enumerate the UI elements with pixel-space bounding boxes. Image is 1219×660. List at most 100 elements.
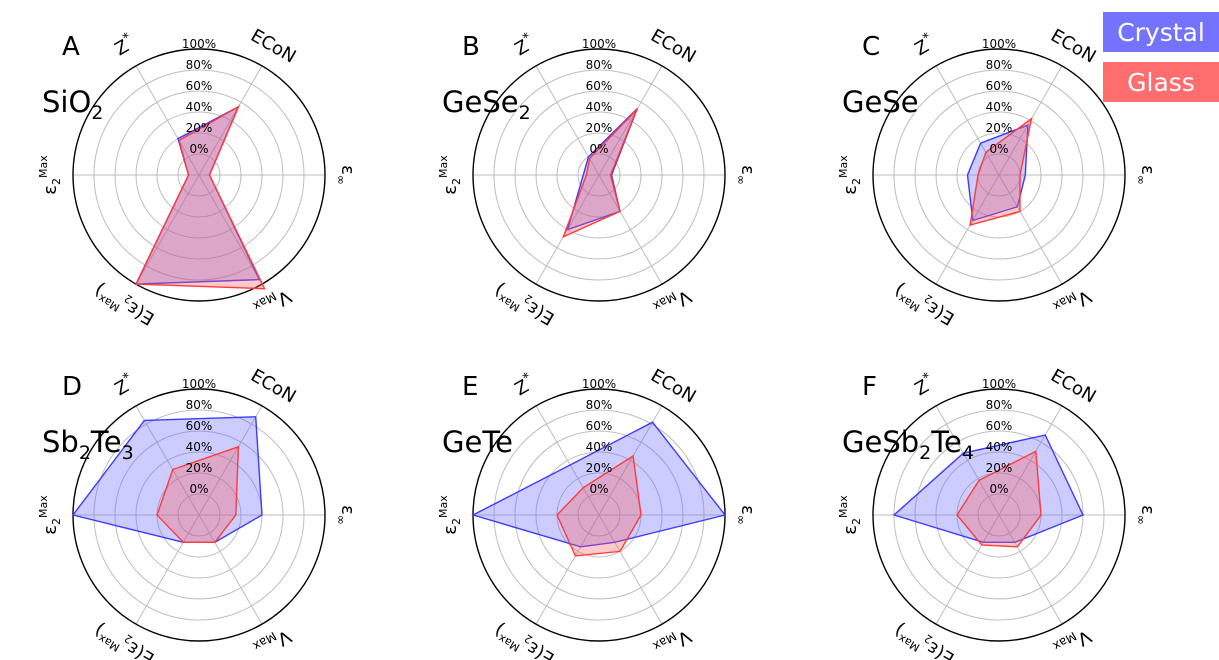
material-label-part: GeSb bbox=[842, 425, 919, 459]
radial-tick-label: 40% bbox=[586, 100, 613, 114]
radial-tick-label: 80% bbox=[986, 58, 1013, 72]
axis-label-eps2-sub: 2 bbox=[50, 518, 63, 525]
axis-label-eps-sub: ∞ bbox=[335, 515, 349, 525]
axis-label-0: ECoN bbox=[647, 25, 699, 67]
axis-label-5: Z* bbox=[110, 369, 139, 400]
radial-tick-label: 0% bbox=[189, 482, 208, 496]
material-label-part: GeSe bbox=[442, 85, 519, 119]
grid-spoke bbox=[998, 405, 1063, 516]
axis-label-4: ε2Max bbox=[837, 155, 863, 195]
grid-spoke bbox=[598, 514, 663, 625]
axis-label-3: E(ε2Max) bbox=[890, 277, 959, 332]
axis-label-eps-base: ε bbox=[337, 505, 358, 515]
axis-label-3: E(ε2Max) bbox=[890, 617, 959, 660]
axis-label-econ-text: ECoN bbox=[247, 25, 299, 67]
material-label: Sb2Te3 bbox=[42, 425, 134, 464]
panel-letter: A bbox=[62, 32, 80, 62]
axis-label-1: ε∞ bbox=[1135, 505, 1159, 525]
axis-label-2: VMax bbox=[651, 283, 695, 322]
series-crystal bbox=[892, 434, 1084, 543]
axis-label-4: ε2Max bbox=[37, 495, 63, 535]
radar-frame bbox=[872, 48, 1126, 302]
axis-label-eps2-base: ε bbox=[440, 185, 461, 195]
axis-label-1: ε∞ bbox=[335, 505, 359, 525]
grid-spoke bbox=[135, 174, 200, 285]
radial-tick-label: 60% bbox=[186, 419, 213, 433]
axis-label-vmax-sub: Max bbox=[651, 289, 679, 314]
grid-spoke bbox=[198, 174, 263, 285]
axis-label-vmax-sub: Max bbox=[1051, 629, 1079, 654]
axis-label-eps-sub: ∞ bbox=[1135, 175, 1149, 185]
radar-panel-A: 0%20%40%60%80%100% ECoNε∞VMaxE(ε2Max)ε2Ma… bbox=[37, 25, 359, 329]
radial-tick-label: 20% bbox=[586, 121, 613, 135]
axis-label-1: ε∞ bbox=[735, 165, 759, 185]
axis-label-2: VMax bbox=[251, 623, 295, 660]
material-label: GeSb2Te4 bbox=[842, 425, 974, 464]
radial-tick-label: 20% bbox=[186, 461, 213, 475]
radial-tick-label: 20% bbox=[586, 461, 613, 475]
material-label-sub: 2 bbox=[519, 102, 531, 124]
axis-label-2: VMax bbox=[651, 623, 695, 660]
axis-label-2: VMax bbox=[1051, 623, 1095, 660]
axis-label-vmax-sub: Max bbox=[251, 629, 279, 654]
radial-tick-label: 60% bbox=[586, 79, 613, 93]
radial-tick-label: 100% bbox=[982, 377, 1016, 391]
radial-tick-label: 0% bbox=[989, 482, 1008, 496]
radial-tick-label: 100% bbox=[582, 37, 616, 51]
grid-spoke bbox=[198, 514, 263, 625]
axis-label-eps-sub: ∞ bbox=[1135, 515, 1149, 525]
grid-spoke bbox=[135, 405, 200, 516]
radial-tick-label: 0% bbox=[189, 142, 208, 156]
radial-tick-label: 20% bbox=[186, 121, 213, 135]
radial-tick-label: 100% bbox=[182, 37, 216, 51]
material-label-part: Te bbox=[90, 425, 122, 459]
radial-tick-label: 40% bbox=[186, 100, 213, 114]
series-glass bbox=[134, 105, 266, 290]
material-label-sub: 2 bbox=[79, 442, 91, 464]
axis-label-econ-text: ECoN bbox=[1047, 365, 1099, 407]
axis-label-eps-base: ε bbox=[337, 165, 358, 175]
axis-label-eps-base: ε bbox=[1137, 165, 1158, 175]
panel-letter: E bbox=[462, 372, 478, 402]
axis-label-4: ε2Max bbox=[437, 155, 463, 195]
axis-label-econ-text: ECoN bbox=[647, 25, 699, 67]
grid-spoke bbox=[135, 65, 200, 176]
material-label: GeSe2 bbox=[442, 85, 531, 124]
grid-spoke bbox=[935, 65, 1000, 176]
grid-spoke bbox=[198, 405, 263, 516]
axis-label-4: ε2Max bbox=[437, 495, 463, 535]
axis-label-econ-text: ECoN bbox=[247, 365, 299, 407]
grid-spoke bbox=[935, 514, 1000, 625]
grid-spoke bbox=[535, 405, 600, 516]
axis-label-0: ECoN bbox=[1047, 365, 1099, 407]
axis-label-3: E(ε2Max) bbox=[90, 617, 159, 660]
radar-frame bbox=[72, 48, 326, 302]
grid-spoke bbox=[935, 405, 1000, 516]
axis-label-eps2-sub: 2 bbox=[450, 178, 463, 185]
radial-tick-label: 40% bbox=[986, 100, 1013, 114]
axis-label-vmax-sub: Max bbox=[1051, 289, 1079, 314]
radial-tick-label: 40% bbox=[586, 440, 613, 454]
radial-tick-label: 40% bbox=[986, 440, 1013, 454]
radar-frame bbox=[872, 388, 1126, 642]
radial-tick-label: 0% bbox=[589, 142, 608, 156]
grid-spoke bbox=[998, 174, 1063, 285]
axis-label-econ-text: ECoN bbox=[647, 365, 699, 407]
radial-tick-label: 60% bbox=[586, 419, 613, 433]
material-label-part: GeTe bbox=[442, 425, 513, 459]
axis-label-1: ε∞ bbox=[1135, 165, 1159, 185]
axis-label-5: Z* bbox=[910, 29, 939, 60]
axis-label-1: ε∞ bbox=[335, 165, 359, 185]
axis-label-2: VMax bbox=[1051, 283, 1095, 322]
grid-spoke bbox=[935, 174, 1000, 285]
radial-tick-label: 40% bbox=[186, 440, 213, 454]
radar-frame bbox=[472, 48, 726, 302]
radial-tick-label: 80% bbox=[586, 58, 613, 72]
axis-label-eps-sub: ∞ bbox=[335, 175, 349, 185]
radar-panel-E: 0%20%40%60%80%100% ECoNε∞VMaxE(ε2Max)ε2Ma… bbox=[437, 365, 758, 660]
axis-label-eps2-base: ε bbox=[440, 525, 461, 535]
axis-label-eps2-sup: Max bbox=[837, 495, 850, 518]
axis-label-eps2-base: ε bbox=[840, 185, 861, 195]
axis-label-eps-sub: ∞ bbox=[735, 175, 749, 185]
material-label-part: Te bbox=[930, 425, 962, 459]
